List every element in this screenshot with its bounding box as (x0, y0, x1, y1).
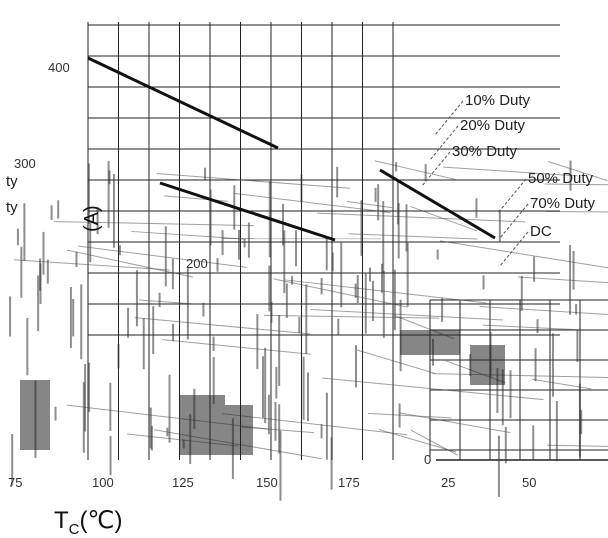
noise-diagonal (439, 240, 608, 269)
x-axis-title-suffix: (℃) (80, 507, 123, 534)
left-chart-ticks: 75 100 125 150 175 400 200 (8, 60, 360, 490)
legend-entry: 10% Duty (465, 92, 531, 109)
noise-diagonal (348, 233, 478, 240)
noise-diagonal (517, 276, 608, 284)
noise-block (470, 345, 505, 385)
x-axis-title-sub: C (69, 521, 80, 538)
noise-diagonal (317, 212, 526, 223)
noise-diagonal (548, 161, 608, 182)
noise-diagonal (285, 279, 486, 304)
noise-diagonal (78, 245, 247, 268)
noise-block (20, 380, 50, 450)
noise-diagonal (54, 221, 255, 227)
right-chart-ticks: 0 25 50 (424, 452, 536, 490)
noise-diagonal (547, 444, 608, 447)
duty-legend: 10% Duty 20% Duty 30% Duty 50% Duty 70% Duty… (421, 92, 596, 267)
legend-leader (499, 231, 529, 267)
noise-diagonal (432, 373, 608, 379)
noise-diagonal (234, 192, 391, 214)
noise-block (400, 330, 460, 355)
right-chart-grid (429, 299, 608, 461)
noise-diagonal (544, 183, 608, 186)
y-tick-label: 400 (48, 60, 70, 75)
x-tick-label: 75 (8, 475, 22, 490)
series-lines (87, 56, 496, 242)
x-tick-label: 125 (172, 475, 194, 490)
noise-diagonal (410, 429, 458, 456)
noise-diagonal (131, 230, 246, 240)
noise-diagonal (134, 317, 311, 335)
legend-entry: 30% Duty (452, 143, 518, 160)
noise-diagonal (67, 249, 194, 278)
noise-diagonal (482, 324, 582, 331)
x-tick-label: 150 (256, 475, 278, 490)
noise-diagonal (273, 278, 408, 308)
series-line-1 (87, 56, 279, 150)
legend-entry: 70% Duty (530, 195, 596, 212)
series-line-dc (379, 168, 496, 240)
left-fragment-1: ty (6, 173, 18, 190)
noise-diagonal (374, 160, 456, 180)
x-tick-label-right-zero: 0 (424, 452, 431, 467)
legend-leader (499, 203, 529, 239)
y-tick-label: 200 (186, 256, 208, 271)
noise-diagonal (322, 377, 544, 401)
x-tick-label-right: 25 (441, 475, 455, 490)
noise-diagonal (443, 166, 578, 177)
noise-diagonal (532, 378, 592, 390)
x-tick-label: 100 (92, 475, 114, 490)
x-axis-title: TC(℃) (54, 507, 122, 538)
legend-entry: 50% Duty (528, 170, 594, 187)
legend-leader (434, 100, 464, 136)
noise-diagonal (162, 339, 312, 355)
legend-leader (421, 151, 451, 187)
legend-leader (497, 178, 527, 214)
noise-diagonal (263, 314, 440, 319)
noise-diagonal (156, 172, 350, 189)
noise-diagonal (310, 308, 504, 321)
noise-diagonal (368, 412, 452, 419)
noise-diagonal (356, 349, 436, 375)
x-tick-label: 175 (338, 475, 360, 490)
legend-entry: 20% Duty (460, 117, 526, 134)
legend-entry: DC (530, 223, 552, 240)
series-line-2 (159, 181, 336, 242)
scan-distortion (9, 160, 608, 501)
mid-fragment-300: 300 (14, 156, 36, 171)
x-axis-title-T: T (54, 507, 69, 534)
noise-diagonal (479, 305, 608, 316)
y-axis-label: (A) (81, 205, 103, 232)
noise-diagonal (346, 200, 393, 209)
legend-leader (429, 125, 459, 161)
noise-block (225, 405, 253, 455)
noise-block (180, 395, 225, 455)
noise-diagonal (138, 299, 193, 305)
noise-diagonal (378, 429, 457, 453)
left-fragment-2: ty (6, 199, 18, 216)
noise-diagonal (13, 259, 170, 271)
x-tick-label-right: 50 (522, 475, 536, 490)
